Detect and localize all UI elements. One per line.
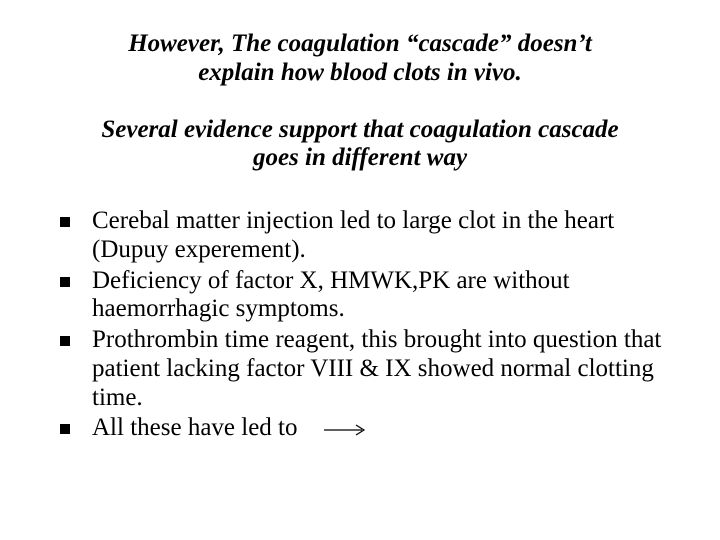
list-item: Prothrombin time reagent, this brought i… bbox=[60, 326, 670, 412]
subtitle-block: Several evidence support that coagulatio… bbox=[60, 116, 660, 174]
square-bullet-icon bbox=[60, 424, 70, 434]
list-item: All these have led to bbox=[60, 414, 670, 443]
list-item: Deficiency of factor X, HMWK,PK are with… bbox=[60, 267, 670, 325]
bullet-text: Deficiency of factor X, HMWK,PK are with… bbox=[92, 267, 570, 323]
subtitle-line-1: Several evidence support that coagulatio… bbox=[101, 116, 618, 143]
bullet-text: Prothrombin time reagent, this brought i… bbox=[92, 326, 661, 411]
square-bullet-icon bbox=[60, 277, 70, 287]
bullet-text: Cerebal matter injection led to large cl… bbox=[92, 207, 614, 263]
slide: However, The coagulation “cascade” doesn… bbox=[0, 0, 720, 540]
square-bullet-icon bbox=[60, 336, 70, 346]
subtitle-line-2: goes in different way bbox=[253, 144, 467, 171]
arrow-right-icon bbox=[322, 423, 370, 437]
bullet-list: Cerebal matter injection led to large cl… bbox=[60, 207, 670, 443]
title-line-2: explain how blood clots in vivo. bbox=[198, 59, 522, 86]
title-line-1: However, The coagulation “cascade” doesn… bbox=[128, 30, 592, 57]
title-block: However, The coagulation “cascade” doesn… bbox=[90, 30, 630, 88]
list-item: Cerebal matter injection led to large cl… bbox=[60, 207, 670, 265]
bullet-text: All these have led to bbox=[92, 414, 298, 441]
square-bullet-icon bbox=[60, 217, 70, 227]
